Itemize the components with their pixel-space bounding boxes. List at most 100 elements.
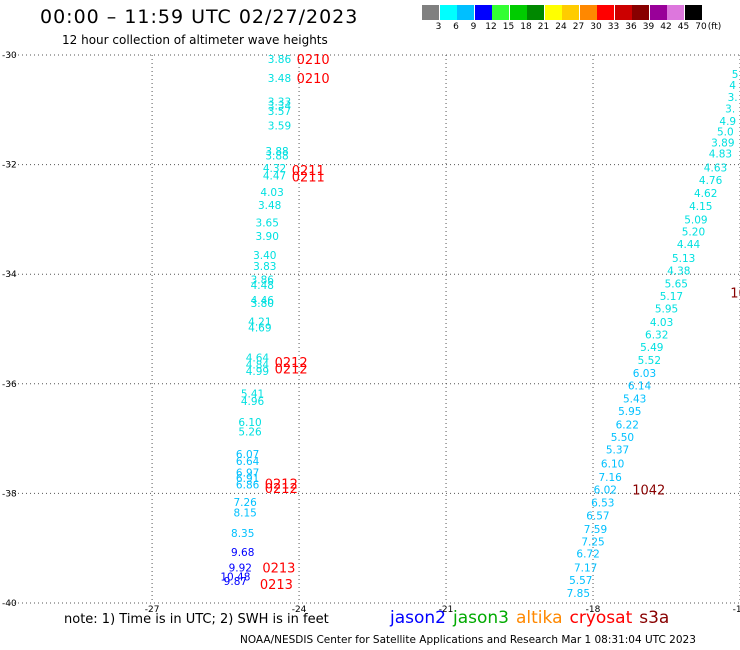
wave-height-label: 4.48	[251, 280, 274, 292]
colorbar-label: 18	[520, 22, 532, 32]
colorbar-label: 33	[607, 22, 620, 32]
wave-height-label: 4.44	[677, 239, 701, 251]
colorbar-swatch	[544, 5, 562, 20]
wave-height-label: 5.95	[655, 304, 678, 316]
wave-height-label: 6.72	[576, 549, 599, 561]
wave-height-label: 4.47	[263, 171, 286, 183]
colorbar-label: 30	[590, 22, 602, 32]
wave-height-label: 5.09	[684, 214, 707, 226]
colorbar-label: 36	[625, 22, 637, 32]
colorbar-label: 6	[453, 22, 459, 32]
time-annotation: 0212	[265, 482, 298, 497]
wave-height-label: 3.57	[268, 106, 291, 118]
wave-height-label: 4.96	[241, 396, 265, 408]
wave-height-label: 9.68	[231, 547, 254, 559]
time-annotation: 0211	[292, 164, 325, 179]
wave-height-label: 4.84	[246, 360, 270, 372]
wave-height-label: 5.20	[682, 226, 705, 238]
wave-height-label: 5.52	[638, 355, 661, 367]
colorbar-label: 39	[642, 22, 655, 32]
colorbar-swatch	[492, 5, 509, 20]
wave-height-label: 3.88	[265, 146, 288, 158]
wave-height-label: 3.	[728, 92, 738, 104]
x-tick-label: -15	[733, 605, 740, 615]
wave-height-label: 8.15	[233, 508, 256, 520]
wave-height-label: 3.59	[268, 121, 291, 133]
wave-height-label: 4.63	[704, 162, 727, 174]
wave-height-label: 6.22	[616, 419, 639, 431]
wave-height-label: 7.25	[581, 537, 604, 549]
wave-height-label: 4.15	[689, 201, 712, 213]
colorbar-swatch	[649, 5, 667, 20]
colorbar-swatch	[684, 5, 702, 20]
colorbar-swatch	[422, 5, 439, 20]
colorbar-label: 9	[470, 22, 477, 32]
time-annotation: 0210	[297, 72, 330, 87]
wave-height-label: 6.53	[591, 498, 614, 510]
wave-height-label: 7.17	[574, 562, 597, 574]
wave-height-label: 4.38	[667, 265, 690, 277]
wave-height-label: 5.49	[640, 342, 663, 354]
wave-height-label: 6.02	[594, 485, 617, 497]
wave-height-label: 6.32	[645, 329, 668, 341]
x-tick-label: -27	[145, 605, 160, 615]
time-annotation: 0213	[260, 578, 293, 593]
colorbar-label: 42	[660, 22, 672, 32]
wave-height-label: 3.86	[251, 275, 275, 287]
wave-height-label: 7.59	[584, 524, 607, 536]
wave-height-label: 3.34	[268, 100, 292, 112]
wave-height-label: 5.43	[623, 394, 646, 406]
wave-height-label: 3.48	[268, 73, 291, 85]
y-tick-label: -30	[2, 51, 17, 61]
wave-height-label: 5.65	[665, 279, 688, 291]
wave-height-label: 4.62	[694, 188, 717, 200]
wave-height-label: 4.21	[248, 316, 271, 328]
wave-height-label: 4.69	[248, 322, 271, 334]
wave-height-label: 5.13	[672, 253, 695, 265]
time-annotation: 1042	[632, 484, 665, 499]
satellite-legend-item: jason2	[390, 608, 446, 628]
wave-height-label: 3.65	[256, 218, 279, 230]
wave-height-label: 4.99	[246, 366, 269, 378]
time-annotation: 0212	[275, 356, 308, 371]
chart-title: 00:00 – 11:59 UTC 02/27/2023	[40, 6, 359, 28]
y-tick-label: -40	[2, 599, 17, 609]
footnote: note: 1) Time is in UTC; 2) SWH is in fe…	[64, 612, 329, 627]
colorbar-swatch	[457, 5, 474, 20]
chart-subtitle: 12 hour collection of altimeter wave hei…	[62, 33, 328, 47]
wave-height-label: 4.03	[260, 187, 283, 199]
wave-height-label: 3.83	[253, 261, 276, 273]
colorbar-label: 27	[572, 22, 585, 32]
wave-height-label: 8.35	[231, 528, 254, 540]
wave-height-label: 4.64	[246, 352, 270, 364]
colorbar-swatch	[527, 5, 544, 20]
wave-height-label: 9.87	[224, 576, 247, 588]
satellite-legend-item: cryosat	[569, 608, 633, 628]
time-annotation: 0212	[275, 362, 308, 377]
colorbar-swatch	[597, 5, 614, 20]
time-annotation: 104	[730, 286, 740, 301]
wave-height-label: 6.57	[586, 510, 609, 522]
satellite-legend: jason2 jason3 altika cryosat s3a	[390, 608, 676, 628]
wave-height-label: 3.40	[253, 250, 276, 262]
wave-height-label: 7.16	[598, 472, 622, 484]
y-tick-label: -38	[2, 489, 17, 499]
wave-height-label: 5.95	[618, 406, 641, 418]
wave-height-label: 9.92	[229, 562, 252, 574]
colorbar-swatch	[474, 5, 492, 20]
colorbar-label: 70	[695, 22, 707, 32]
wave-height-label: 6.91	[236, 473, 259, 485]
colorbar-unit: (ft)	[707, 22, 722, 32]
wave-height-label: 5.37	[606, 445, 629, 457]
y-tick-label: -32	[2, 161, 17, 171]
colorbar-label: 15	[502, 22, 515, 32]
credit-line: NOAA/NESDIS Center for Satellite Applica…	[240, 634, 696, 646]
wave-height-label: 3.86	[268, 54, 292, 66]
x-tick-label: -24	[292, 605, 307, 615]
wave-height-label: 6.14	[628, 380, 652, 392]
wave-height-label: 5	[732, 69, 739, 81]
colorbar-label: 45	[677, 22, 690, 32]
wave-height-label: 5.0	[717, 127, 734, 139]
colorbar-swatch	[579, 5, 597, 20]
wave-height-label: 4.03	[650, 317, 673, 329]
